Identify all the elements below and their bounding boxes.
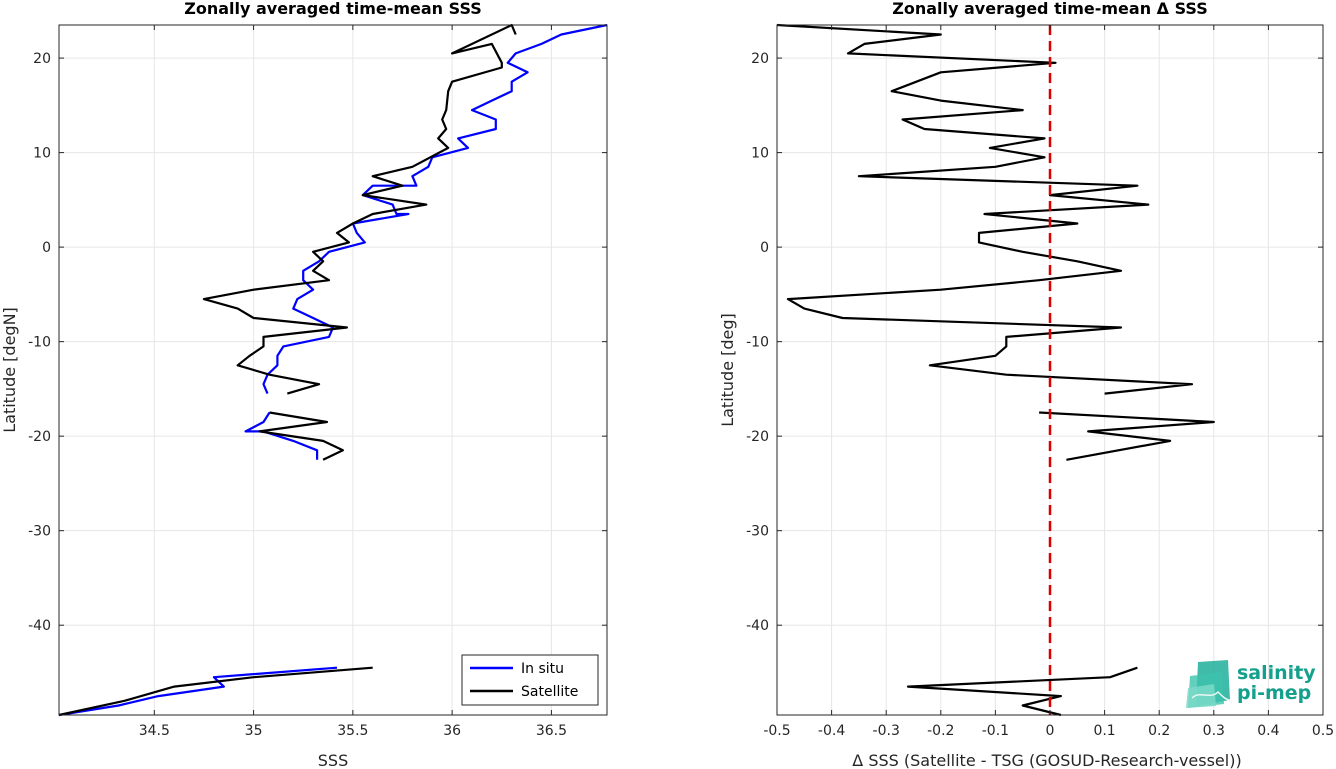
right-x-tick-label: 0.2 (1148, 723, 1170, 739)
left-x-tick-label: 36 (443, 723, 461, 739)
legend: In situ Satellite (461, 654, 599, 706)
left-x-axis-label: SSS (318, 751, 348, 769)
right-x-tick-label: 0 (1046, 723, 1055, 739)
left-x-tick-label: 36.5 (536, 723, 567, 739)
left-satellite-line-segment-2 (58, 666, 373, 717)
right-x-tick-label: 0.4 (1257, 723, 1279, 739)
left-y-tick-label: -20 (28, 429, 51, 445)
right-plot-lines (776, 23, 1215, 717)
left-x-tick-label: 35 (245, 723, 263, 739)
logo-wave-icon (1186, 660, 1231, 708)
right-x-tick-label: 0.5 (1312, 723, 1334, 739)
right-y-tick-label: 20 (751, 51, 769, 67)
right-delta-sss-line-segment-2 (906, 666, 1138, 717)
legend-satellite-label: Satellite (521, 684, 578, 700)
right-delta-sss-line-segment-1 (1039, 411, 1215, 461)
right-delta-sss-line-segment-0 (776, 23, 1194, 395)
left-y-tick-label: 0 (42, 240, 51, 256)
right-x-tick-label: -0.4 (818, 723, 845, 739)
right-chart-title: Zonally averaged time-mean Δ SSS (892, 0, 1208, 18)
right-y-tick-label: -40 (746, 618, 769, 634)
right-x-tick-label: -0.2 (927, 723, 954, 739)
left-y-axis-label: Latitude [degN] (0, 307, 19, 433)
left-y-tick-label: 20 (33, 51, 51, 67)
right-y-tick-label: -30 (746, 524, 769, 540)
logo-line1: salinity (1237, 662, 1316, 684)
right-ticks: -0.5 -0.4 -0.3 -0.2 -0.1 0 0.1 0.2 0.3 0.4 0.5 20 10… (746, 25, 1334, 739)
right-y-tick-label: -20 (746, 429, 769, 445)
right-y-tick-label: 0 (760, 240, 769, 256)
left-x-tick-label: 35.5 (337, 723, 368, 739)
right-x-tick-label: 0.3 (1203, 723, 1225, 739)
right-x-tick-label: 0.1 (1093, 723, 1115, 739)
left-satellite-line-segment-0 (202, 23, 517, 395)
salinity-pi-mep-logo: salinity pi-mep (1186, 660, 1316, 708)
right-x-axis-label: Δ SSS (Satellite - TSG (GOSUD-Research-v… (852, 751, 1241, 769)
left-x-tick-label: 34.5 (139, 723, 170, 739)
right-x-tick-label: -0.5 (763, 723, 790, 739)
left-chart-title: Zonally averaged time-mean SSS (184, 0, 482, 18)
right-y-tick-label: 10 (751, 146, 769, 162)
left-y-tick-label: 10 (33, 146, 51, 162)
left-in-situ-line-segment-2 (58, 666, 338, 717)
left-y-tick-label: -10 (28, 335, 51, 351)
right-y-axis-label: Latitude [deg] (718, 313, 737, 427)
left-ticks: 34.5 35 35.5 36 36.5 20 10 0 -10 -20 -30 -40 (28, 25, 607, 739)
legend-box (461, 654, 599, 706)
left-plot-lines (58, 23, 608, 717)
left-axes-box (58, 24, 608, 716)
left-satellite-line-segment-1 (258, 411, 344, 461)
logo-line2: pi-mep (1237, 682, 1311, 704)
left-y-tick-label: -30 (28, 524, 51, 540)
left-y-tick-label: -40 (28, 618, 51, 634)
right-y-tick-label: -10 (746, 335, 769, 351)
right-x-tick-label: -0.1 (982, 723, 1009, 739)
left-grid (59, 25, 607, 715)
legend-in-situ-label: In situ (521, 661, 564, 677)
right-panel: -0.5 -0.4 -0.3 -0.2 -0.1 0 0.1 0.2 0.3 0.4 0.5 20 10… (718, 0, 1334, 769)
right-x-tick-label: -0.3 (873, 723, 900, 739)
left-panel: 34.5 35 35.5 36 36.5 20 10 0 -10 -20 -30 -40 Zonall… (0, 0, 608, 769)
